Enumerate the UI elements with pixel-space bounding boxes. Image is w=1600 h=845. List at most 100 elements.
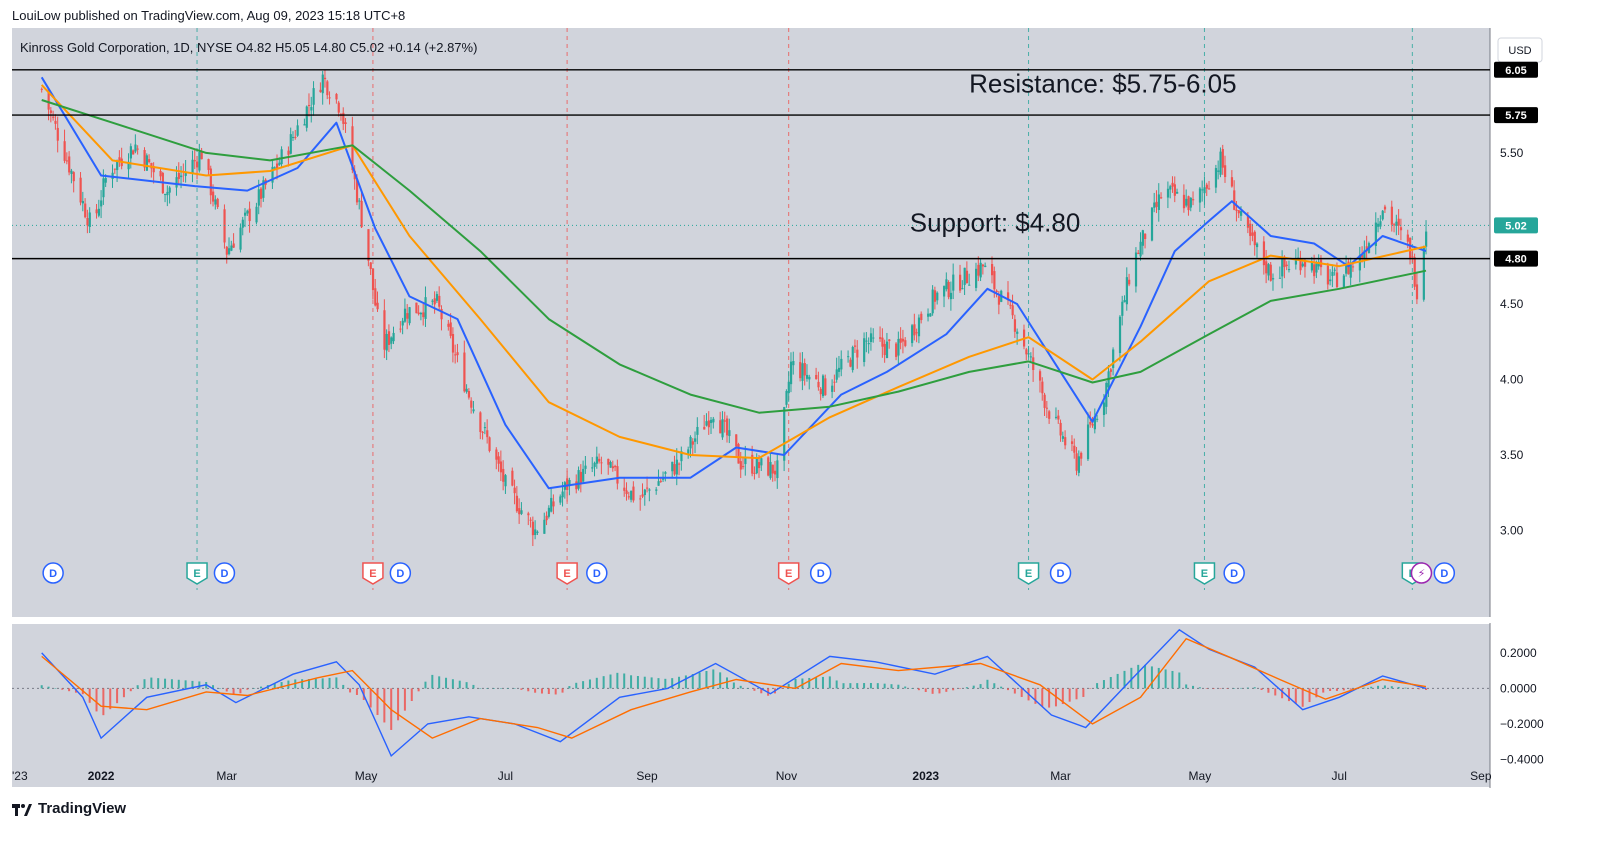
dividend-marker-circle	[1433, 562, 1456, 584]
histogram-bar	[513, 688, 516, 689]
dividend-marker-icon[interactable]: D	[213, 562, 236, 584]
currency-button[interactable]: USD	[1497, 37, 1543, 63]
candle-body	[1299, 259, 1302, 271]
candle-body	[1393, 224, 1396, 226]
histogram-bar	[1315, 688, 1318, 698]
candle-body	[328, 97, 331, 99]
price-tick-label: 4.50	[1500, 297, 1524, 311]
chart-svg[interactable]: Kinross Gold Corporation, 1D, NYSE O4.82…	[0, 28, 1600, 818]
candle-body	[1054, 416, 1058, 418]
candle-body	[614, 465, 617, 468]
candle-body	[1006, 292, 1010, 301]
candle-body	[1351, 266, 1355, 268]
candle-body	[1043, 394, 1046, 408]
candle-body	[344, 122, 347, 125]
candle-body	[1201, 189, 1204, 191]
histogram-bar	[1198, 687, 1201, 689]
candle-body	[191, 159, 194, 173]
histogram-bar	[595, 677, 598, 689]
currency-label: USD	[1508, 45, 1531, 57]
candle-body	[760, 458, 763, 466]
histogram-bar	[630, 675, 633, 689]
candle-body	[134, 144, 137, 152]
candle-body	[49, 110, 53, 113]
dividend-marker-icon[interactable]: D	[389, 562, 412, 584]
candle-body	[488, 437, 491, 451]
histogram-bar	[232, 688, 235, 695]
dividend-marker-icon[interactable]: D	[809, 562, 832, 584]
candle-body	[785, 390, 788, 405]
candle-body	[1283, 256, 1286, 268]
histogram-bar	[1294, 688, 1297, 704]
candle-body	[710, 419, 713, 424]
candle-body	[1080, 452, 1083, 459]
histogram-bar	[876, 683, 879, 689]
candle-body	[1203, 187, 1206, 194]
earnings-marker-icon[interactable]: E	[186, 562, 208, 585]
candle-body	[671, 461, 674, 472]
candle-body	[305, 106, 308, 128]
candle-body	[863, 338, 866, 363]
candle-body	[1214, 168, 1218, 188]
earnings-marker-icon[interactable]: E	[556, 562, 578, 585]
histogram-bar	[438, 676, 441, 689]
candle-body	[360, 200, 363, 228]
histogram-bar	[1219, 688, 1222, 689]
dividend-marker-icon[interactable]: D	[586, 562, 608, 584]
histogram-bar	[520, 688, 523, 690]
candle-body	[675, 459, 678, 475]
candle-body	[977, 264, 980, 276]
candle-body	[904, 340, 907, 346]
earnings-marker-icon[interactable]: E	[1017, 562, 1040, 585]
dividend-marker-icon[interactable]: D	[1433, 562, 1456, 584]
candle-body	[975, 268, 978, 288]
candle-body	[502, 468, 505, 482]
candle-body	[1251, 232, 1254, 236]
candle-body	[536, 531, 539, 533]
histogram-bar	[1061, 688, 1064, 705]
candle-body	[1333, 269, 1336, 271]
candle-body	[1381, 210, 1384, 220]
candle-body	[1125, 277, 1128, 305]
histogram-bar	[815, 677, 818, 689]
candle-body	[1016, 331, 1019, 334]
candle-body	[897, 339, 900, 356]
candle-body	[47, 89, 50, 110]
candle-body	[959, 274, 962, 291]
dividend-marker-icon[interactable]: D	[42, 562, 64, 584]
candle-body	[1171, 182, 1174, 187]
earnings-marker-shape	[186, 562, 208, 585]
histogram-bar	[684, 675, 687, 689]
histogram-bar	[472, 684, 475, 689]
time-tick-label: Nov	[776, 769, 797, 783]
time-tick-label: Mar	[1050, 769, 1071, 783]
split-marker-icon[interactable]: ⚡	[1410, 562, 1433, 584]
candle-body	[1287, 269, 1291, 271]
earnings-marker-icon[interactable]: E	[777, 562, 800, 585]
candle-body	[851, 347, 854, 371]
candle-body	[228, 248, 231, 255]
candle-body	[872, 337, 875, 339]
candle-body	[1278, 277, 1282, 279]
candle-body	[472, 409, 475, 412]
tradingview-brand[interactable]: TradingView	[12, 800, 126, 817]
histogram-bar	[397, 688, 400, 721]
earnings-marker-icon[interactable]: E	[362, 562, 384, 585]
dividend-marker-icon[interactable]: D	[1223, 562, 1245, 584]
histogram-bar	[1260, 688, 1263, 690]
histogram-bar	[746, 688, 749, 689]
dividend-marker-icon[interactable]: D	[1049, 562, 1072, 584]
earnings-marker-label: E	[563, 568, 570, 580]
histogram-bar	[1308, 688, 1311, 703]
candle-body	[1383, 206, 1387, 210]
candle-body	[611, 466, 614, 469]
chart-area[interactable]: Kinross Gold Corporation, 1D, NYSE O4.82…	[0, 28, 1600, 818]
candle-body	[136, 148, 139, 150]
histogram-bar	[1068, 688, 1071, 702]
candle-body	[287, 150, 290, 155]
candle-body	[1144, 233, 1147, 240]
candle-body	[949, 292, 953, 300]
candle-body	[1153, 202, 1156, 208]
candle-body	[193, 160, 196, 162]
earnings-marker-icon[interactable]: E	[1193, 562, 1216, 585]
